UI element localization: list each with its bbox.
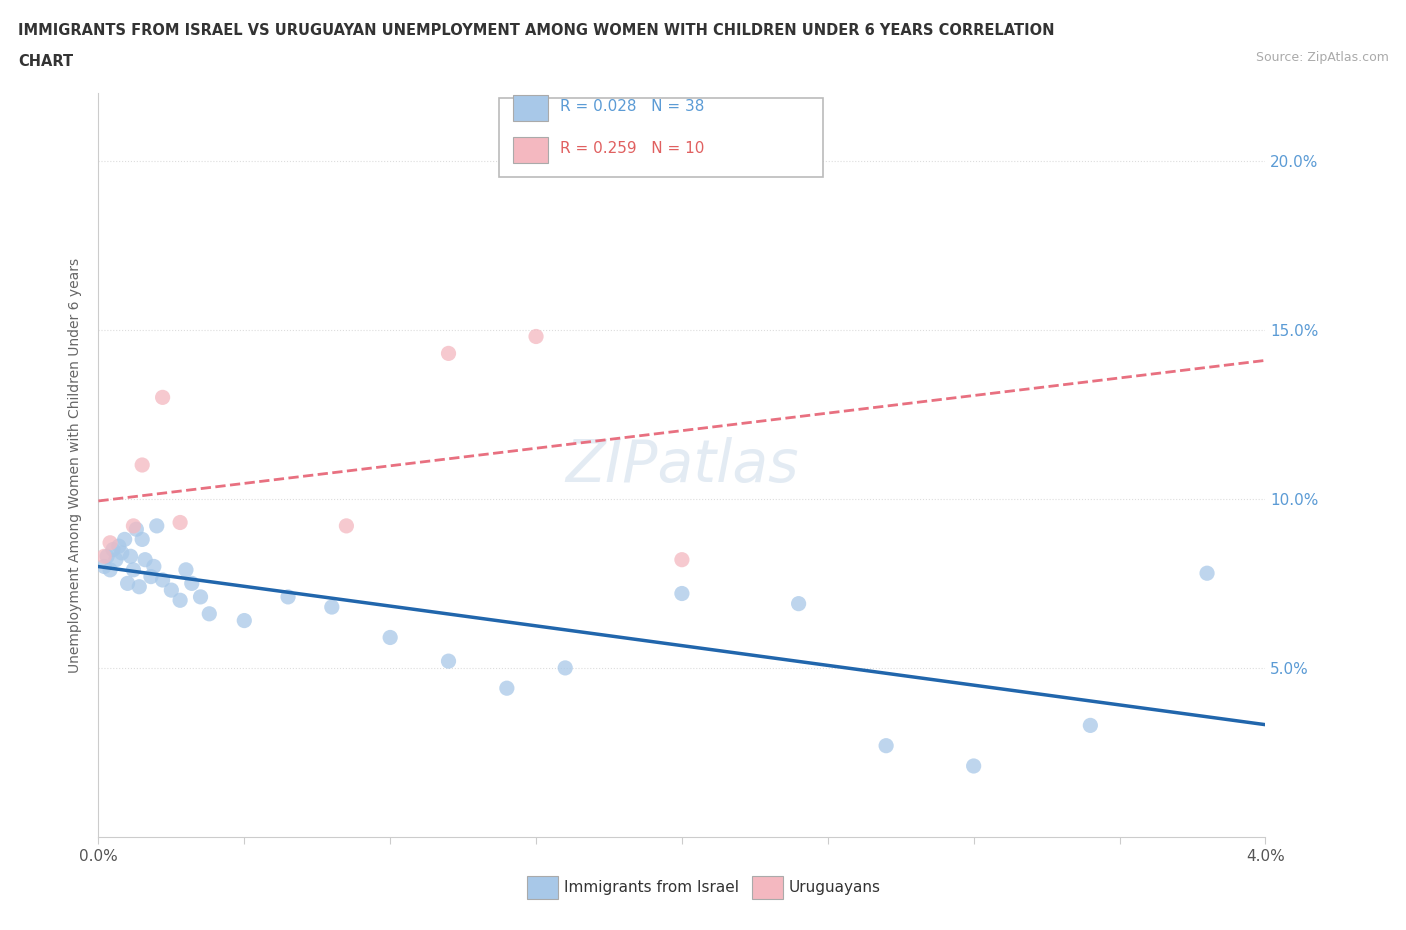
Point [117, 576, 139, 591]
Point [190, 590, 212, 604]
Text: ZIPatlas: ZIPatlas [565, 436, 799, 494]
Point [114, 532, 136, 547]
Point [120, 549, 142, 564]
Point [277, 590, 299, 604]
Point [104, 552, 127, 567]
Point [169, 592, 191, 607]
Y-axis label: Unemployment Among Women with Children Under 6 years: Unemployment Among Women with Children U… [69, 258, 83, 672]
Point [335, 518, 357, 533]
Point [93, 559, 115, 574]
Point [142, 559, 165, 574]
Point [180, 576, 202, 591]
Point [146, 518, 169, 533]
Point [96, 549, 118, 564]
Point [875, 738, 897, 753]
Point [131, 458, 153, 472]
Point [111, 546, 134, 561]
Point [160, 583, 183, 598]
Point [198, 606, 221, 621]
Point [962, 759, 984, 774]
Point [321, 600, 343, 615]
Point [554, 660, 576, 675]
Point [134, 552, 156, 567]
Point [437, 654, 460, 669]
Point [174, 563, 197, 578]
Point [139, 569, 162, 584]
Text: R = 0.028   N = 38: R = 0.028 N = 38 [560, 100, 704, 114]
Point [169, 515, 191, 530]
Point [98, 563, 121, 578]
Text: Source: ZipAtlas.com: Source: ZipAtlas.com [1256, 51, 1389, 64]
Point [524, 329, 547, 344]
Text: R = 0.259   N = 10: R = 0.259 N = 10 [560, 141, 704, 156]
Point [98, 536, 121, 551]
Point [122, 518, 145, 533]
Point [1080, 718, 1102, 733]
Text: IMMIGRANTS FROM ISRAEL VS URUGUAYAN UNEMPLOYMENT AMONG WOMEN WITH CHILDREN UNDER: IMMIGRANTS FROM ISRAEL VS URUGUAYAN UNEM… [18, 23, 1054, 38]
Point [671, 552, 693, 567]
Point [101, 542, 124, 557]
Point [128, 579, 150, 594]
Point [108, 538, 131, 553]
Point [671, 586, 693, 601]
Text: CHART: CHART [18, 54, 73, 69]
Point [152, 573, 174, 588]
Point [378, 630, 402, 644]
Text: Uruguayans: Uruguayans [789, 880, 880, 895]
Point [496, 681, 519, 696]
Point [93, 549, 115, 564]
Point [122, 563, 145, 578]
Point [233, 613, 256, 628]
Point [1195, 565, 1218, 580]
Point [131, 532, 153, 547]
Point [437, 346, 460, 361]
Point [125, 522, 148, 537]
Text: Immigrants from Israel: Immigrants from Israel [564, 880, 738, 895]
Point [787, 596, 810, 611]
Point [152, 390, 174, 405]
